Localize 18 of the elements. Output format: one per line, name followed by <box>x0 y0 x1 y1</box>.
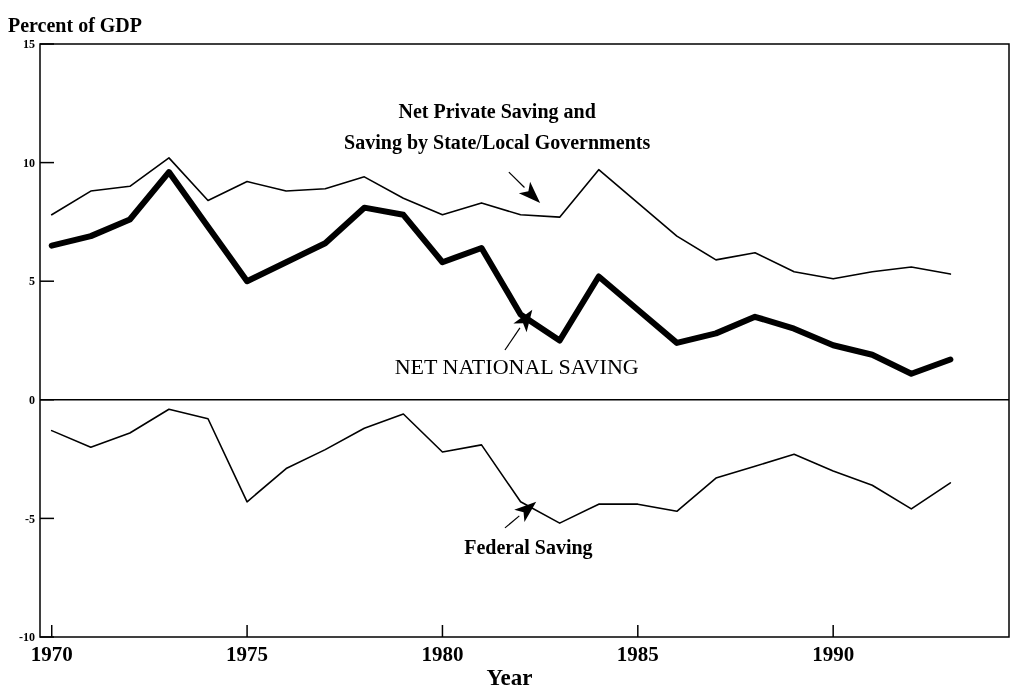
x-tick-label: 1970 <box>30 642 73 666</box>
x-tick-label: 1975 <box>226 642 269 666</box>
x-axis-title: Year <box>486 665 533 690</box>
series-label: Net Private Saving and Saving by State/Local Governments <box>344 99 651 154</box>
y-axis-title: Percent of GDP <box>8 14 143 36</box>
y-tick-label: -5 <box>25 511 35 526</box>
line-series <box>50 157 952 280</box>
y-tick-label: 10 <box>23 155 35 170</box>
legend-label: Federal Saving <box>464 535 593 559</box>
legend-label: NET NATIONAL SAVING <box>394 353 639 379</box>
y-tick-label: 0 <box>29 393 35 407</box>
line-series <box>50 408 952 524</box>
x-tick-label: 1980 <box>421 642 464 666</box>
y-tick-label: -10 <box>19 630 35 645</box>
x-tick-label: 1985 <box>616 642 659 666</box>
x-tick-label: 1990 <box>812 642 855 666</box>
y-tick-label: 15 <box>23 37 35 52</box>
y-tick-label: 5 <box>29 274 35 289</box>
